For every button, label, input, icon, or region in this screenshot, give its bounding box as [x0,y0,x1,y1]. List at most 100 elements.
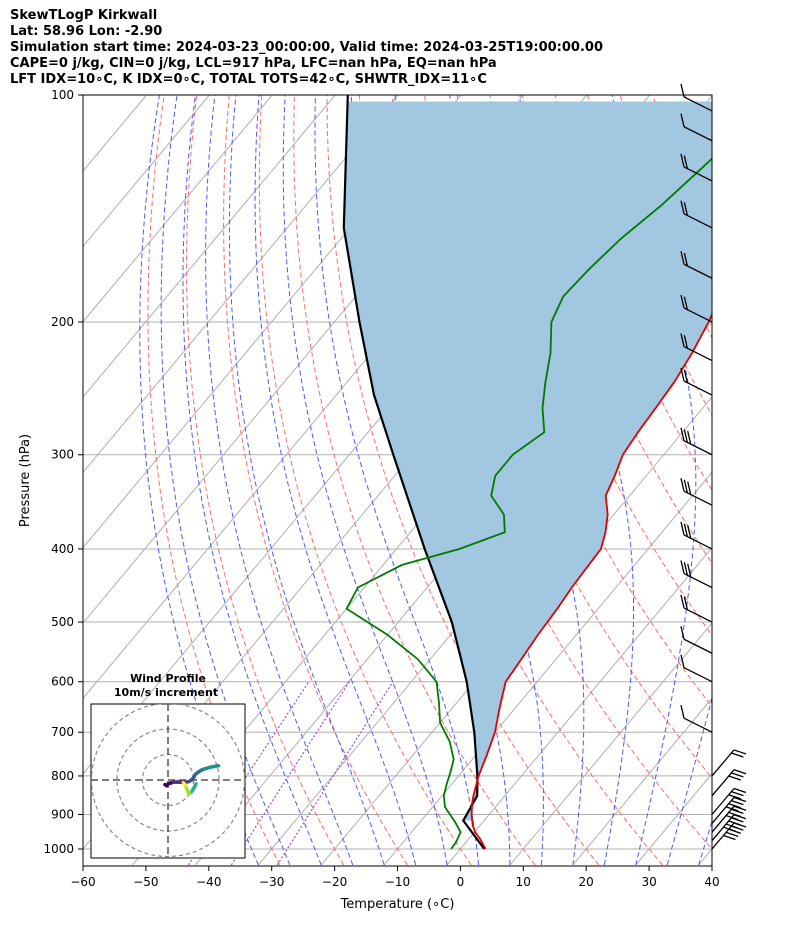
barb-flag [728,820,741,826]
barb-flag [683,429,688,443]
barb-flag [683,155,688,169]
dry-adiabat [258,95,472,866]
barb-flag [731,799,744,806]
isotherm [83,95,84,97]
barb-flag [683,479,688,494]
wind-barbs [680,83,747,850]
barb-flag [683,296,688,310]
barb-flag [680,478,685,492]
barb-flag [680,367,685,382]
wind-barb [680,113,713,142]
barb-flag [683,596,688,610]
barb-flag [733,787,747,794]
barb-staff [683,490,713,506]
barb-flag [733,796,747,803]
dry-adiabat [326,95,600,866]
chart-title: SkewTLogP Kirkwall [10,8,158,23]
wind-barb [680,294,713,323]
moist-adiabat [611,95,697,866]
x-tick-label: −20 [322,875,347,889]
isotherm [83,95,273,323]
barb-staff [711,814,735,842]
moist-adiabat [228,95,385,866]
x-tick-label: 20 [579,875,594,889]
moist-adiabat [205,95,354,866]
barb-staff [711,749,735,777]
indices-line-2: LFT IDX=10∘C, K IDX=0∘C, TOTAL TOTS=42∘C… [10,72,487,87]
barb-staff [683,638,713,654]
dewpoint-line [345,157,712,850]
barb-flag [725,806,739,812]
isotherm [320,396,712,866]
dry-adiabat [147,95,281,866]
barb-flag [731,808,744,814]
barb-staff [683,263,713,279]
barb-flag [731,791,744,797]
isotherm [446,546,712,866]
barb-flag [683,252,688,267]
wind-barb [680,200,713,229]
barb-flag [733,805,747,811]
barb-staff [683,166,713,182]
barb-flag [687,525,692,539]
wind-barb [711,796,747,824]
x-tick-label: −50 [133,875,158,889]
y-tick-label: 600 [51,675,74,689]
barb-flag [725,823,739,829]
barb-flag [680,294,685,309]
hodograph-trace-segment [181,780,188,787]
temperature-line [470,312,712,850]
barb-flag [680,153,685,168]
x-tick-label: 40 [704,875,719,889]
barb-flag [687,481,692,495]
dry-adiabat [783,95,794,865]
x-tick-label: −40 [196,875,221,889]
moist-adiabat [182,95,322,866]
wind-barb [711,787,747,815]
cin-shading [344,101,712,821]
hodograph-title: Wind Profile [130,672,206,685]
moist-adiabat [698,819,712,866]
barb-flag [728,775,741,781]
time-line: Simulation start time: 2024-03-23_00:00:… [10,40,603,55]
barb-flag [728,811,741,818]
hodograph-clip-group [91,704,245,858]
barb-flag [683,562,688,576]
barb-staff [683,667,713,683]
moist-adiabat [282,95,448,866]
wind-barb [680,153,713,182]
barb-staff [683,572,713,589]
y-tick-label: 800 [51,769,74,783]
dry-adiabat [554,95,712,491]
chart-title-block: SkewTLogP Kirkwall Lat: 58.96 Lon: -2.90… [10,8,603,88]
moist-adiabat [254,95,417,866]
barb-staff [683,126,713,142]
parcel-profile-line [342,95,486,850]
isotherm [83,95,336,398]
barb-flag [680,654,685,668]
x-tick-label: 10 [516,875,531,889]
wind-barb [711,769,747,797]
indices-line-1: CAPE=0 j/kg, CIN=0 j/kg, LCL=917 hPa, LF… [10,56,497,71]
barb-staff [683,96,713,112]
mixing-ratio-line [276,681,394,866]
barb-staff [683,717,713,733]
y-tick-label: 700 [51,725,74,739]
isotherm [83,95,399,474]
wind-barb [680,367,713,396]
barb-flag [728,794,741,800]
dry-adiabat [186,95,345,866]
barb-staff [711,822,735,850]
barb-flag [680,626,685,640]
barb-flag [680,333,685,347]
barb-flag [683,523,688,537]
dry-adiabat [293,95,536,866]
barb-flag [680,705,685,719]
barb-flag [733,769,747,775]
barb-staff [711,805,735,833]
barb-staff [711,769,735,797]
mixing-ratio-line [230,681,351,866]
isotherm [572,697,712,866]
y-tick-label: 400 [51,542,74,556]
